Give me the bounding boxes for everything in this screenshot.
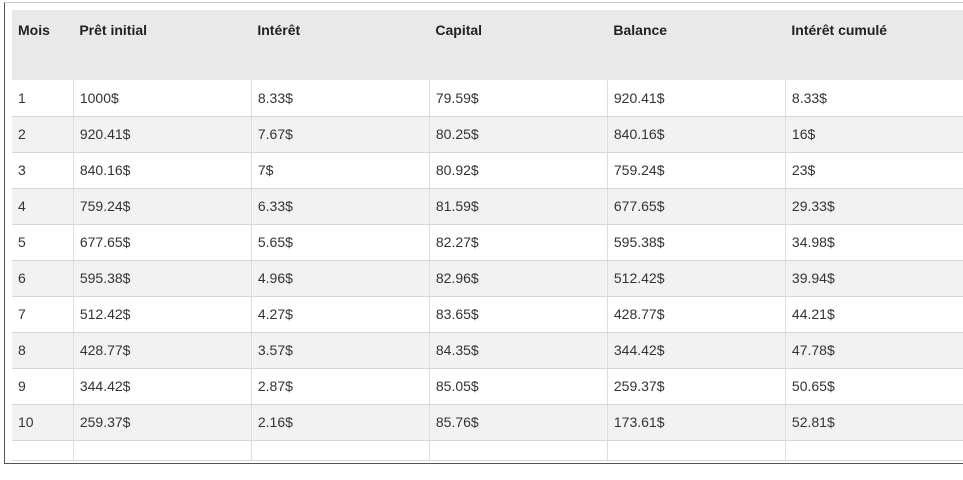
header-row: Mois Prêt initial Intérêt Capital Balanc… [12,10,963,80]
cell-cumulative-interest: 16$ [785,116,963,153]
cell-initial-loan: 512.42$ [73,296,252,333]
table-row-partial [12,440,963,461]
table-row: 10 259.37$ 2.16$ 85.76$ 173.61$ 52.81$ [12,404,963,441]
header-month: Mois [12,10,74,80]
table-row: 1 1000$ 8.33$ 79.59$ 920.41$ 8.33$ [12,80,963,117]
cell-month: 5 [12,224,74,261]
cell-interest: 2.16$ [251,404,430,441]
cell-balance: 259.37$ [607,368,786,405]
empty-cell [785,440,963,461]
cell-month: 3 [12,152,74,189]
cell-cumulative-interest: 47.78$ [785,332,963,369]
cell-interest: 8.33$ [251,80,430,117]
table-row: 9 344.42$ 2.87$ 85.05$ 259.37$ 50.65$ [12,368,963,405]
cell-principal: 85.05$ [429,368,608,405]
table-row: 6 595.38$ 4.96$ 82.96$ 512.42$ 39.94$ [12,260,963,297]
cell-principal: 83.65$ [429,296,608,333]
cell-month: 9 [12,368,74,405]
cell-balance: 428.77$ [607,296,786,333]
cell-balance: 595.38$ [607,224,786,261]
cell-interest: 6.33$ [251,188,430,225]
cell-balance: 344.42$ [607,332,786,369]
cell-initial-loan: 428.77$ [73,332,252,369]
cell-interest: 7$ [251,152,430,189]
header-initial-loan: Prêt initial [73,10,252,80]
empty-cell [12,440,74,461]
cell-month: 8 [12,332,74,369]
cell-month: 7 [12,296,74,333]
header-interest: Intérêt [251,10,430,80]
cell-balance: 759.24$ [607,152,786,189]
cell-initial-loan: 920.41$ [73,116,252,153]
empty-cell [73,440,252,461]
cell-balance: 677.65$ [607,188,786,225]
cell-principal: 82.96$ [429,260,608,297]
cell-initial-loan: 840.16$ [73,152,252,189]
cell-principal: 85.76$ [429,404,608,441]
cell-principal: 84.35$ [429,332,608,369]
empty-cell [607,440,786,461]
cell-interest: 5.65$ [251,224,430,261]
cell-principal: 82.27$ [429,224,608,261]
cell-month: 4 [12,188,74,225]
amortization-table: Mois Prêt initial Intérêt Capital Balanc… [12,10,963,461]
cell-interest: 4.27$ [251,296,430,333]
cell-interest: 3.57$ [251,332,430,369]
cell-principal: 79.59$ [429,80,608,117]
cell-cumulative-interest: 52.81$ [785,404,963,441]
cell-cumulative-interest: 44.21$ [785,296,963,333]
table-row: 4 759.24$ 6.33$ 81.59$ 677.65$ 29.33$ [12,188,963,225]
cell-cumulative-interest: 50.65$ [785,368,963,405]
cell-interest: 2.87$ [251,368,430,405]
cell-initial-loan: 595.38$ [73,260,252,297]
cell-principal: 81.59$ [429,188,608,225]
cell-principal: 80.25$ [429,116,608,153]
cell-interest: 4.96$ [251,260,430,297]
table-row: 3 840.16$ 7$ 80.92$ 759.24$ 23$ [12,152,963,189]
cell-month: 10 [12,404,74,441]
empty-cell [429,440,608,461]
cell-balance: 512.42$ [607,260,786,297]
cell-cumulative-interest: 39.94$ [785,260,963,297]
table-row: 2 920.41$ 7.67$ 80.25$ 840.16$ 16$ [12,116,963,153]
cell-interest: 7.67$ [251,116,430,153]
screenshot-frame: Mois Prêt initial Intérêt Capital Balanc… [4,2,963,464]
cell-principal: 80.92$ [429,152,608,189]
cell-initial-loan: 677.65$ [73,224,252,261]
cell-month: 6 [12,260,74,297]
cell-balance: 920.41$ [607,80,786,117]
cell-initial-loan: 259.37$ [73,404,252,441]
header-principal: Capital [429,10,608,80]
table-row: 7 512.42$ 4.27$ 83.65$ 428.77$ 44.21$ [12,296,963,333]
amortization-table-container: Mois Prêt initial Intérêt Capital Balanc… [12,10,963,463]
cell-initial-loan: 759.24$ [73,188,252,225]
table-body: 1 1000$ 8.33$ 79.59$ 920.41$ 8.33$ 2 920.41$ 7.6… [12,80,963,461]
cell-initial-loan: 344.42$ [73,368,252,405]
cell-balance: 840.16$ [607,116,786,153]
cell-cumulative-interest: 23$ [785,152,963,189]
cell-cumulative-interest: 8.33$ [785,80,963,117]
cell-cumulative-interest: 29.33$ [785,188,963,225]
table-row: 8 428.77$ 3.57$ 84.35$ 344.42$ 47.78$ [12,332,963,369]
cell-month: 2 [12,116,74,153]
table-row: 5 677.65$ 5.65$ 82.27$ 595.38$ 34.98$ [12,224,963,261]
table-header: Mois Prêt initial Intérêt Capital Balanc… [12,10,963,80]
cell-cumulative-interest: 34.98$ [785,224,963,261]
cell-month: 1 [12,80,74,117]
empty-cell [251,440,430,461]
cell-balance: 173.61$ [607,404,786,441]
header-balance: Balance [607,10,786,80]
cell-initial-loan: 1000$ [73,80,252,117]
header-cumulative-interest: Intérêt cumulé [785,10,963,80]
